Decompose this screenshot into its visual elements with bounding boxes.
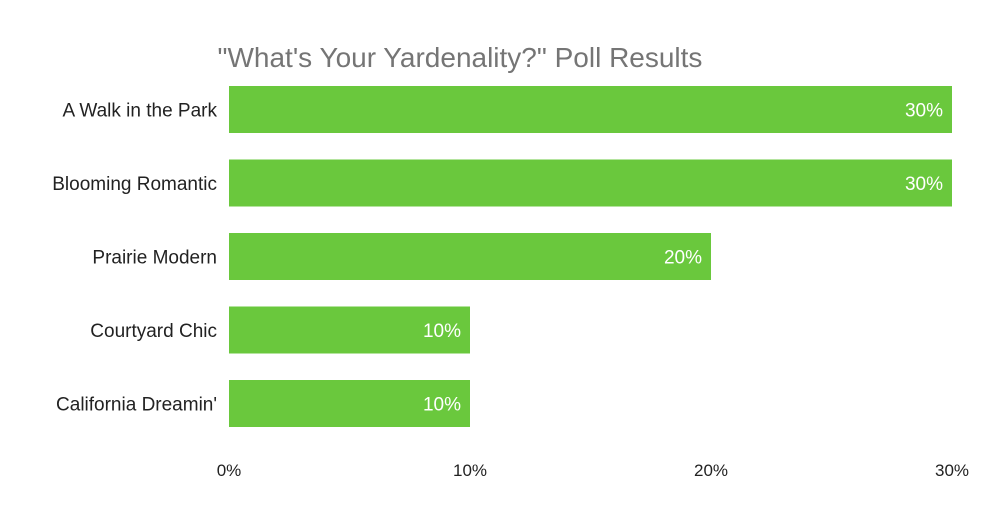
value-label-a-walk-in-the-park: 30% [905, 101, 943, 122]
bar-a-walk-in-the-park [229, 86, 952, 133]
category-label-courtyard-chic: Courtyard Chic [90, 321, 217, 342]
x-tick-label: 10% [453, 461, 487, 480]
x-tick-label: 20% [694, 461, 728, 480]
labels-layer: A Walk in the Park 30% Blooming Romantic 30… [52, 101, 943, 416]
x-tick-label: 30% [935, 461, 969, 480]
bar-blooming-romantic [229, 159, 952, 207]
category-label-a-walk-in-the-park: A Walk in the Park [62, 101, 217, 122]
category-label-blooming-romantic: Blooming Romantic [52, 174, 217, 195]
value-label-courtyard-chic: 10% [423, 321, 461, 342]
category-label-prairie-modern: Prairie Modern [92, 248, 217, 269]
chart-title: "What's Your Yardenality?" Poll Results [217, 42, 703, 73]
bar-prairie-modern [229, 233, 711, 280]
bar-california-dreamin [229, 380, 470, 427]
x-axis: 0% 10% 20% 30% [217, 461, 969, 480]
bar-courtyard-chic [229, 306, 470, 354]
x-tick-label: 0% [217, 461, 242, 480]
bars-layer [229, 86, 952, 427]
value-label-california-dreamin: 10% [423, 395, 461, 416]
category-label-california-dreamin: California Dreamin' [56, 395, 217, 416]
value-label-blooming-romantic: 30% [905, 174, 943, 195]
value-label-prairie-modern: 20% [664, 248, 702, 269]
